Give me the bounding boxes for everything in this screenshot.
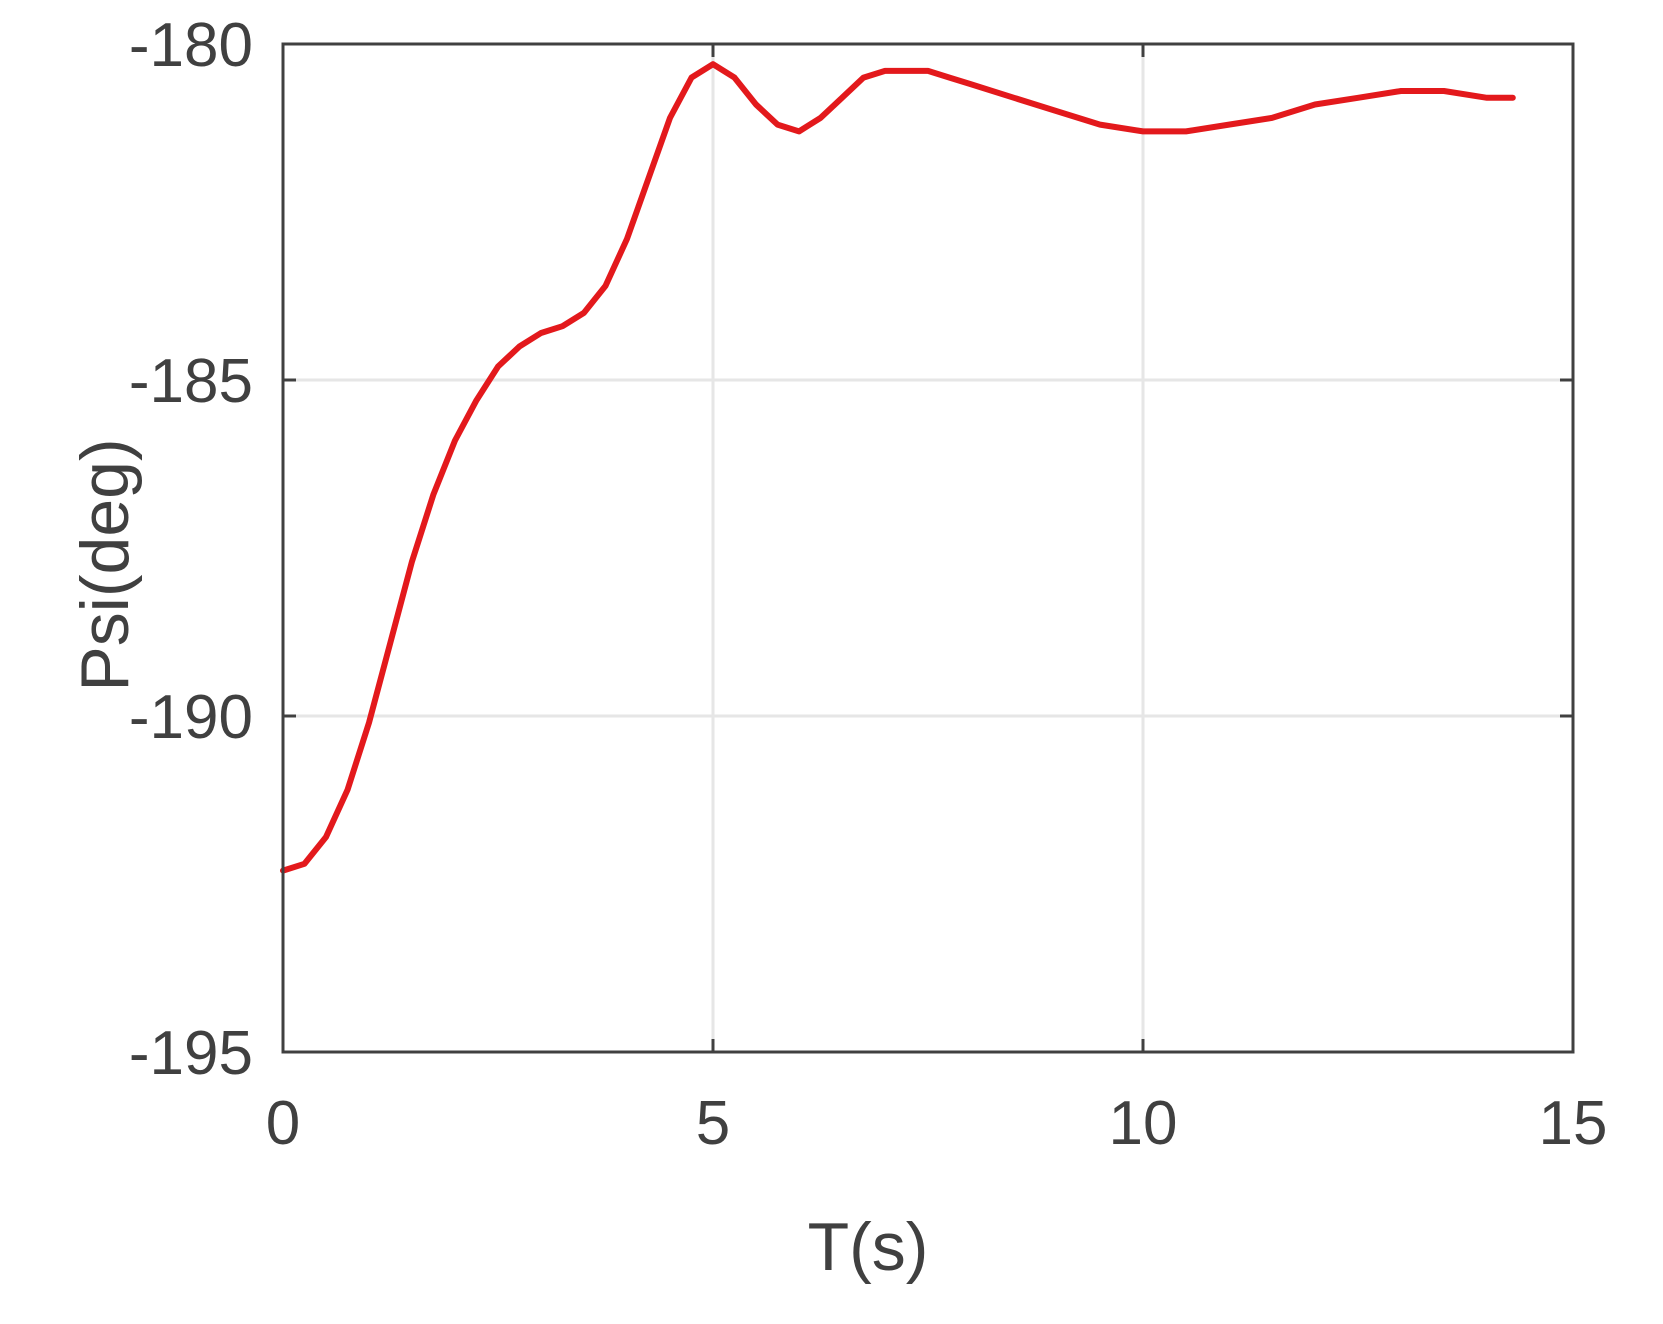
x-tick-label: 5 [696, 1089, 730, 1158]
plot-area [280, 61, 1516, 874]
axes [281, 42, 1575, 1054]
x-axis-label: T(s) [808, 1209, 929, 1285]
y-tick-label: -180 [129, 11, 253, 80]
grid-lines [283, 44, 1573, 1052]
x-tick-label: 10 [1109, 1089, 1178, 1158]
y-tick-label: -190 [129, 683, 253, 752]
y-axis-label: Psi(deg) [67, 438, 143, 691]
tick-labels: 0 5 10 15 -195 -190 -185 -180 [129, 11, 1608, 1158]
series-line [280, 61, 1516, 874]
x-tick-label: 15 [1539, 1089, 1608, 1158]
y-tick-label: -185 [129, 347, 253, 416]
y-tick-label: -195 [129, 1019, 253, 1088]
axes-box [281, 42, 1575, 1054]
x-tick-label: 0 [266, 1089, 300, 1158]
